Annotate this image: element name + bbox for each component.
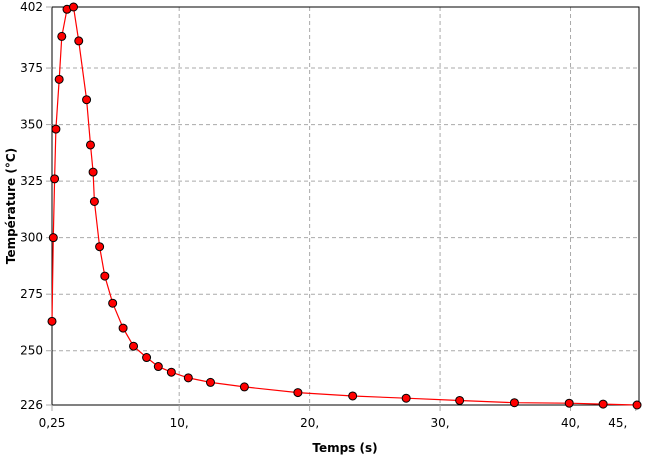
y-tick-label: 300 — [20, 231, 43, 245]
series — [47, 2, 642, 410]
data-point — [57, 31, 67, 41]
series-line — [51, 6, 638, 406]
data-point — [54, 74, 64, 84]
y-axis: 226 250 275 300 325 350 375 402 — [20, 0, 52, 412]
x-tick-label: 30, — [431, 416, 450, 430]
data-point — [118, 323, 128, 333]
data-point — [509, 398, 519, 408]
data-point — [100, 271, 110, 281]
y-tick-label: 402 — [20, 0, 43, 14]
plot-frame — [51, 6, 640, 406]
data-point — [348, 391, 358, 401]
data-point — [74, 36, 84, 46]
data-point — [183, 373, 193, 383]
data-point — [69, 2, 79, 12]
data-point — [95, 242, 105, 252]
y-axis-label: Température (°C) — [4, 148, 18, 264]
data-point — [142, 353, 152, 363]
data-point — [205, 377, 215, 387]
y-tick-label: 250 — [20, 344, 43, 358]
grid — [52, 7, 639, 405]
data-point — [82, 95, 92, 105]
data-point — [293, 388, 303, 398]
x-tick-label: 45, — [608, 416, 627, 430]
data-point — [401, 393, 411, 403]
y-tick-label: 350 — [20, 118, 43, 132]
data-point — [129, 341, 139, 351]
data-point — [48, 233, 58, 243]
data-point — [598, 399, 608, 409]
data-point — [51, 124, 61, 134]
data-point — [564, 398, 574, 408]
x-tick-label: 0,25 — [39, 416, 66, 430]
x-axis: 0,25 10, 20, 30, 40, 45, — [39, 405, 637, 430]
data-point — [50, 174, 60, 184]
data-point — [47, 316, 57, 326]
y-tick-label: 325 — [20, 174, 43, 188]
data-point — [153, 362, 163, 372]
x-tick-label: 20, — [300, 416, 319, 430]
y-tick-label: 375 — [20, 61, 43, 75]
data-point — [108, 298, 118, 308]
data-point — [88, 167, 98, 177]
x-axis-label: Temps (s) — [312, 441, 377, 455]
data-point — [85, 140, 95, 150]
y-tick-label: 275 — [20, 287, 43, 301]
data-point — [455, 395, 465, 405]
data-point — [89, 196, 99, 206]
data-point — [166, 367, 176, 377]
x-tick-label: 10, — [170, 416, 189, 430]
y-tick-label: 226 — [20, 398, 43, 412]
data-point — [632, 400, 642, 410]
data-point — [239, 382, 249, 392]
x-tick-label: 40, — [561, 416, 580, 430]
